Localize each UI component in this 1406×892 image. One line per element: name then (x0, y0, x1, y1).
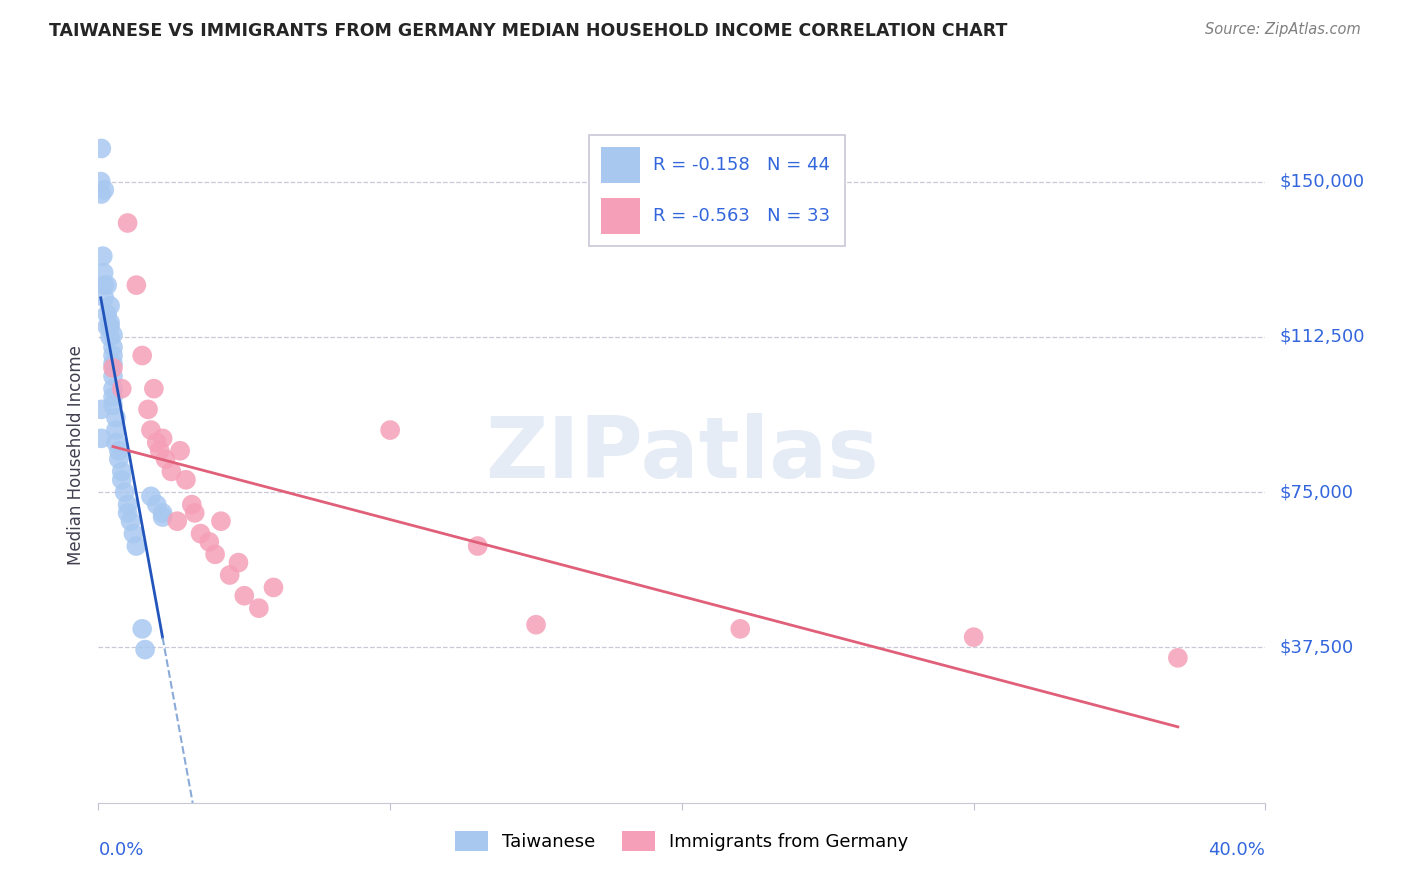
Point (166, 514, 188, 528)
Point (198, 535, 221, 549)
Point (139, 423, 162, 437)
Point (101, 349, 124, 363)
Point (90, 402, 112, 417)
Text: R = -0.563   N = 33: R = -0.563 N = 33 (652, 207, 830, 225)
Point (117, 498, 139, 512)
Text: $75,000: $75,000 (1279, 483, 1354, 501)
Point (96, 319, 118, 334)
Point (962, 630, 984, 644)
Point (108, 443, 131, 458)
Point (96, 307, 118, 321)
Text: 0.0%: 0.0% (98, 841, 143, 859)
Point (98, 315, 121, 329)
Point (101, 327, 124, 342)
Point (93, 183, 115, 197)
Point (104, 435, 127, 450)
Point (111, 382, 134, 396)
Point (96, 278, 118, 293)
Point (111, 465, 134, 479)
Bar (602, 147, 640, 183)
Text: Source: ZipAtlas.com: Source: ZipAtlas.com (1205, 22, 1361, 37)
Point (142, 382, 165, 396)
Point (152, 431, 174, 445)
Y-axis label: Median Household Income: Median Household Income (66, 345, 84, 565)
Point (117, 506, 139, 520)
Point (114, 485, 136, 500)
Point (98, 330, 121, 344)
Point (91, 249, 114, 263)
Point (131, 349, 153, 363)
Point (134, 642, 156, 657)
Point (101, 361, 124, 376)
Point (146, 435, 169, 450)
Point (180, 498, 202, 512)
Point (183, 506, 205, 520)
Point (98, 299, 121, 313)
Point (262, 581, 284, 595)
Point (104, 423, 127, 437)
Point (169, 443, 191, 458)
Legend: Taiwanese, Immigrants from Germany: Taiwanese, Immigrants from Germany (446, 822, 918, 860)
Point (131, 622, 153, 636)
Point (155, 452, 177, 467)
Text: $150,000: $150,000 (1279, 172, 1364, 191)
FancyBboxPatch shape (589, 135, 845, 246)
Point (152, 506, 174, 520)
Point (233, 589, 256, 603)
Point (204, 547, 226, 561)
Point (101, 390, 124, 404)
Point (101, 357, 124, 371)
Point (98, 319, 121, 334)
Point (90, 175, 112, 189)
Point (104, 410, 127, 425)
Point (728, 622, 751, 636)
Point (93, 278, 115, 293)
Point (101, 382, 124, 396)
Text: ZIPatlas: ZIPatlas (485, 413, 879, 497)
Point (524, 617, 547, 632)
Point (93, 266, 115, 280)
Text: TAIWANESE VS IMMIGRANTS FROM GERMANY MEDIAN HOUSEHOLD INCOME CORRELATION CHART: TAIWANESE VS IMMIGRANTS FROM GERMANY MED… (49, 22, 1008, 40)
Point (117, 216, 139, 230)
Point (378, 423, 402, 437)
Text: 40.0%: 40.0% (1209, 841, 1265, 859)
Point (228, 556, 250, 570)
Point (101, 398, 124, 412)
Point (152, 510, 174, 524)
Text: $37,500: $37,500 (1279, 639, 1354, 657)
Text: $112,500: $112,500 (1279, 328, 1365, 346)
Point (190, 526, 212, 541)
Point (101, 369, 124, 384)
Point (125, 539, 148, 553)
Point (122, 526, 145, 541)
Point (467, 539, 489, 553)
Point (125, 278, 148, 293)
Point (209, 514, 232, 528)
Point (149, 443, 172, 458)
Point (160, 465, 183, 479)
Point (90, 187, 112, 202)
Point (108, 452, 131, 467)
Point (136, 402, 159, 417)
Point (90, 141, 112, 155)
Point (101, 340, 124, 354)
Point (1167, 651, 1189, 665)
Point (218, 568, 240, 582)
Text: R = -0.158   N = 44: R = -0.158 N = 44 (652, 156, 830, 174)
Point (146, 498, 169, 512)
Point (139, 489, 162, 503)
Point (247, 601, 270, 615)
Point (174, 473, 197, 487)
Point (90, 431, 112, 445)
Point (93, 291, 115, 305)
Bar (602, 198, 640, 234)
Point (111, 473, 134, 487)
Point (120, 514, 142, 528)
